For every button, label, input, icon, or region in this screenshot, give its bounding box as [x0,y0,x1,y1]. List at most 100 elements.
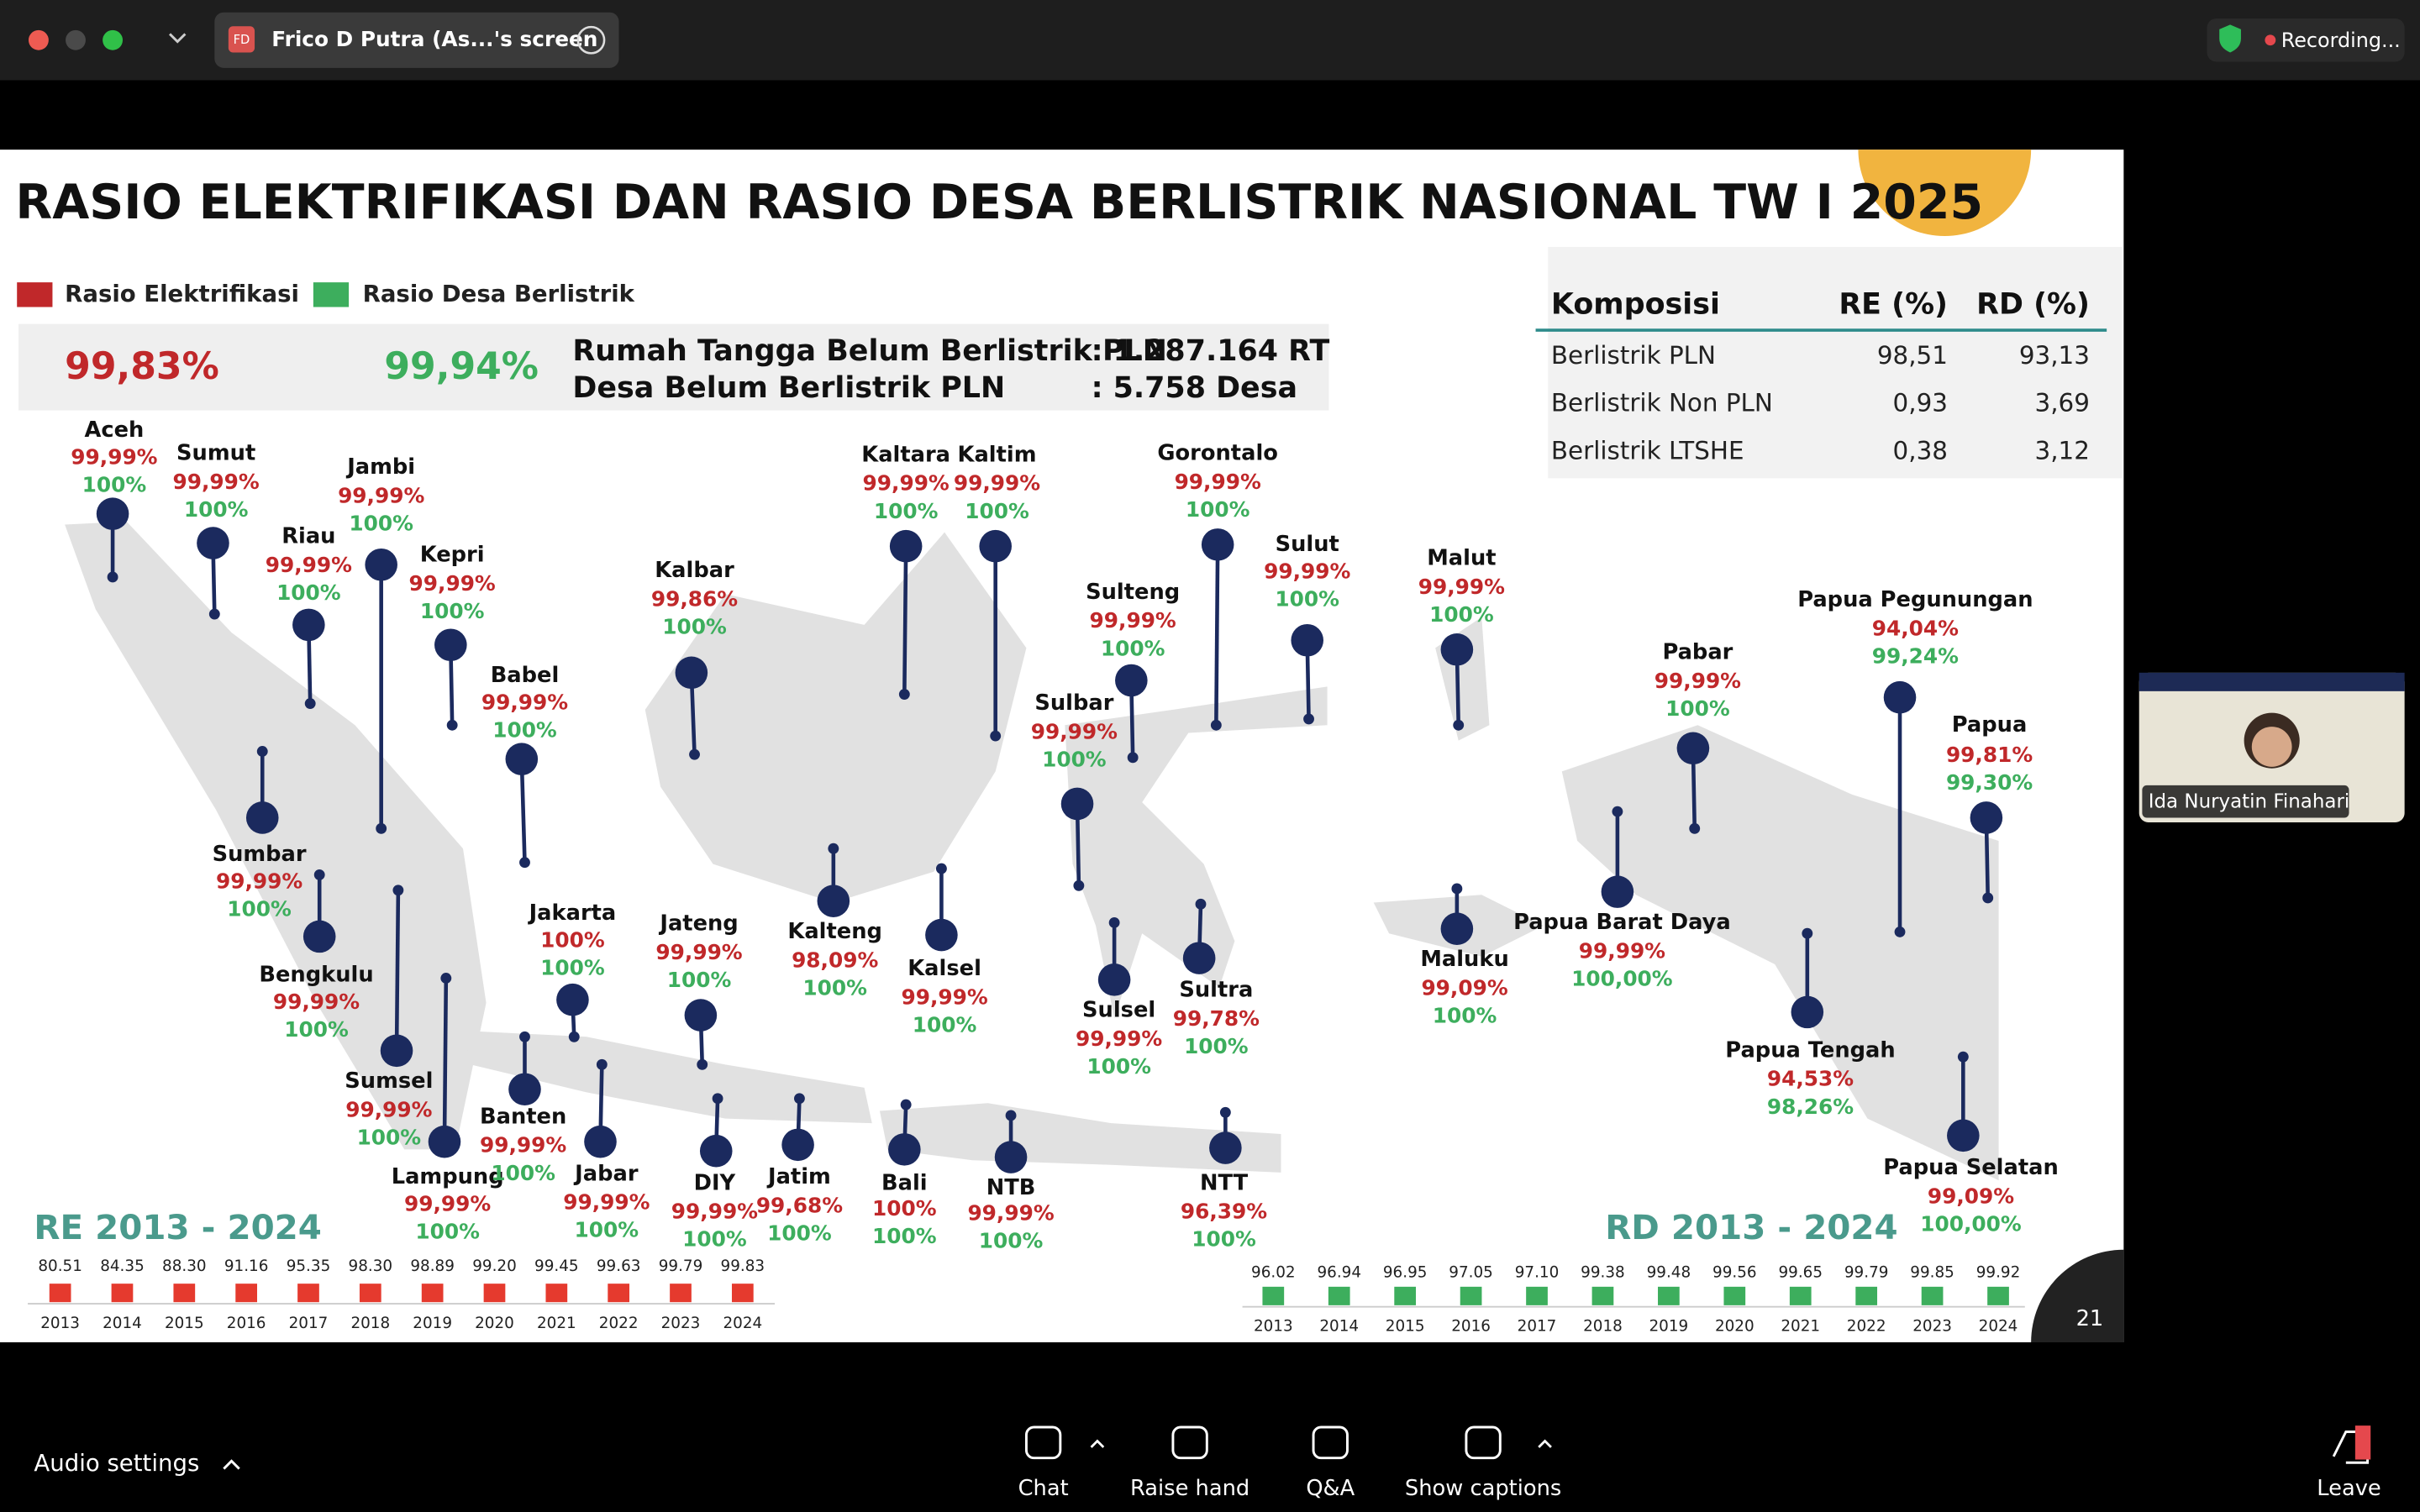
toolbar-icon[interactable] [1312,1425,1349,1460]
table-cell: 3,12 [2035,437,2090,465]
island [65,521,487,1150]
pin-end [304,698,316,709]
pin-dot [1947,1119,1980,1152]
history-year: 2016 [1451,1318,1491,1336]
pin-end [1689,822,1701,834]
province-rd: 100% [1184,1034,1249,1058]
province-re: 94,04% [1872,616,1959,640]
history-year: 2023 [661,1315,701,1332]
toolbar-label[interactable]: Chat [1018,1476,1069,1501]
pin-dot [1676,732,1710,765]
tab-more[interactable] [576,25,606,55]
pin-dot [584,1125,617,1158]
province-name: Kaltim [958,442,1037,467]
zoom-button[interactable] [103,29,124,50]
province-name: Pabar [1662,639,1733,664]
shield-icon [2219,24,2241,53]
province-re: 99,99% [480,1133,566,1158]
history-year: 2020 [1715,1318,1754,1336]
history-year: 2015 [165,1315,204,1332]
pin-end [794,1093,805,1105]
tab-avatar [228,26,255,53]
pin-end [1210,719,1222,731]
history-value: 96.94 [1317,1263,1361,1281]
history-bar [1789,1286,1812,1305]
province-rd: 100% [1275,586,1339,611]
pin-dot [1291,623,1323,657]
province-name: DIY [694,1170,736,1195]
history-year: 2014 [103,1315,142,1332]
toolbar-caret[interactable] [1538,1439,1552,1448]
province-re: 99,78% [1173,1006,1260,1031]
pin-end [519,857,530,869]
province-rd: 100% [1665,696,1730,721]
province-name: Sulsel [1082,998,1155,1023]
table-cell: 0,38 [1893,437,1948,465]
province-rd: 100% [1042,748,1107,772]
province-re: 99,09% [1928,1184,2014,1208]
toolbar-label[interactable]: Show captions [1405,1476,1561,1501]
history-value: 99.45 [534,1257,579,1275]
deco-circle [1858,150,2032,237]
province-name: NTT [1200,1170,1249,1195]
pin-dot [1182,942,1216,974]
province-re: 99,99% [173,470,260,494]
tab-initials: FD [234,33,250,47]
pin-dot [302,920,336,953]
province-name: Jateng [658,911,738,937]
toolbar-icon[interactable] [1171,1425,1208,1460]
history-bar [1855,1286,1878,1305]
toolbar-caret[interactable] [1090,1439,1105,1448]
history-year: 2013 [1254,1318,1293,1336]
pin-line [902,546,908,695]
province-re: 99,99% [404,1191,491,1215]
pin-dot [1791,995,1824,1029]
leave-label[interactable]: Leave [2317,1476,2381,1501]
toolbar-icon[interactable] [1024,1425,1062,1460]
province-rd: 100% [767,1221,832,1245]
province-re: 99,99% [954,471,1040,496]
history-year: 2022 [1847,1318,1886,1336]
history-value: 99.48 [1647,1263,1691,1281]
province-name: NTB [986,1175,1036,1200]
province-rd: 100% [276,580,341,605]
pin-dot [979,529,1012,563]
toolbar-label[interactable]: Q&A [1306,1476,1355,1501]
audio-settings[interactable]: Audio settings [34,1450,199,1477]
recording-badge[interactable] [2207,18,2405,62]
close-button[interactable] [28,29,49,50]
province-name: Bengkulu [259,962,373,987]
summary-box [18,323,1329,411]
pin-end [900,1099,912,1110]
province-re: 99,99% [1264,559,1350,583]
toolbar-icon[interactable] [1465,1425,1502,1460]
history-value: 95.35 [287,1257,331,1275]
pin-end [1303,713,1314,725]
leave-door [2354,1425,2371,1460]
toolbar-label[interactable]: Raise hand [1130,1476,1249,1501]
summary-label: Desa Belum Berlistrik PLN [572,371,1005,405]
province-rd: 100% [1429,602,1494,627]
dropdown-icon[interactable] [169,33,187,44]
minimize-button[interactable] [66,29,86,50]
audio-caret[interactable] [223,1459,240,1470]
legend-label: Rasio Desa Berlistrik [363,281,635,307]
island [644,532,1027,903]
province-re: 99,99% [671,1200,758,1224]
pin-dot [292,608,325,642]
province-re: 99,99% [481,690,568,715]
history-value: 84.35 [100,1257,145,1275]
province-name: Gorontalo [1157,441,1278,466]
share-tab[interactable] [214,12,619,68]
history-bar [297,1284,319,1303]
pin-dot [1115,664,1148,697]
name-tag [2142,785,2349,818]
pin-end [1127,752,1139,764]
history-year: 2019 [1649,1318,1689,1336]
province-re: 99,86% [651,586,738,611]
province-name: Papua Pegunungan [1797,587,2033,612]
province-re: 100% [540,927,605,952]
province-re: 99,99% [409,571,496,596]
participant-face [2251,727,2292,767]
